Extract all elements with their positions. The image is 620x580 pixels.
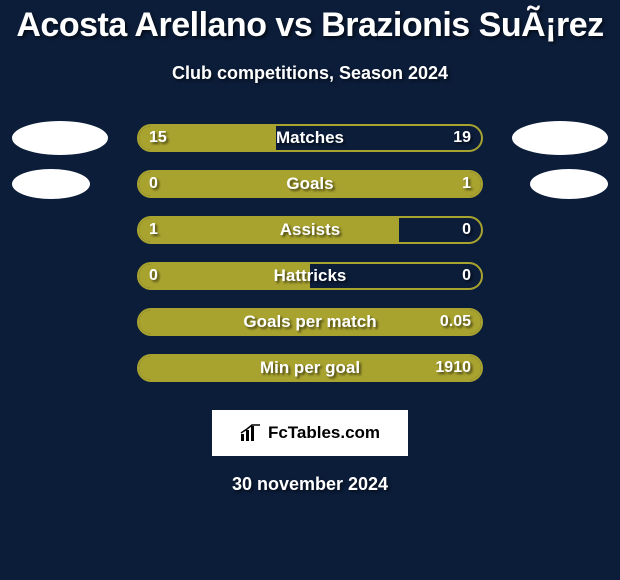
date-text: 30 november 2024: [0, 474, 620, 495]
bar-fill-right: [201, 172, 481, 196]
branding-badge: FcTables.com: [212, 410, 408, 456]
avatar-right: [530, 169, 608, 199]
bar-fill-left: [139, 126, 276, 150]
bar-fill-left: [139, 264, 310, 288]
stat-bar: Goals01: [137, 170, 483, 198]
bar-fill-left: [139, 310, 481, 334]
stat-bar: Hattricks00: [137, 262, 483, 290]
bar-fill-left: [139, 218, 399, 242]
stat-value-right: 0: [462, 264, 471, 288]
stat-value-right: 0: [462, 218, 471, 242]
page-title: Acosta Arellano vs Brazionis SuÃ¡rez: [0, 0, 620, 45]
stat-bar: Assists10: [137, 216, 483, 244]
stat-row: Min per goal1910: [0, 354, 620, 382]
avatar-left: [12, 169, 90, 199]
avatar-right: [512, 121, 608, 155]
stat-row: Goals per match0.05: [0, 308, 620, 336]
avatar-left: [12, 121, 108, 155]
stat-value-right: 19: [453, 126, 471, 150]
stat-row: Matches1519: [0, 124, 620, 152]
comparison-card: { "colors": { "background": "#0c1d3a", "…: [0, 0, 620, 580]
stat-bar: Matches1519: [137, 124, 483, 152]
bar-fill-left: [139, 356, 481, 380]
branding-text: FcTables.com: [268, 423, 380, 443]
subtitle: Club competitions, Season 2024: [0, 63, 620, 84]
stat-bar: Min per goal1910: [137, 354, 483, 382]
stat-bar: Goals per match0.05: [137, 308, 483, 336]
bar-fill-left: [139, 172, 201, 196]
chart-icon: [240, 424, 262, 442]
stat-row: Hattricks00: [0, 262, 620, 290]
stat-row: Goals01: [0, 170, 620, 198]
stat-row: Assists10: [0, 216, 620, 244]
stats-block: Matches1519 Goals01 Assists10 Hattricks00 Go…: [0, 124, 620, 382]
